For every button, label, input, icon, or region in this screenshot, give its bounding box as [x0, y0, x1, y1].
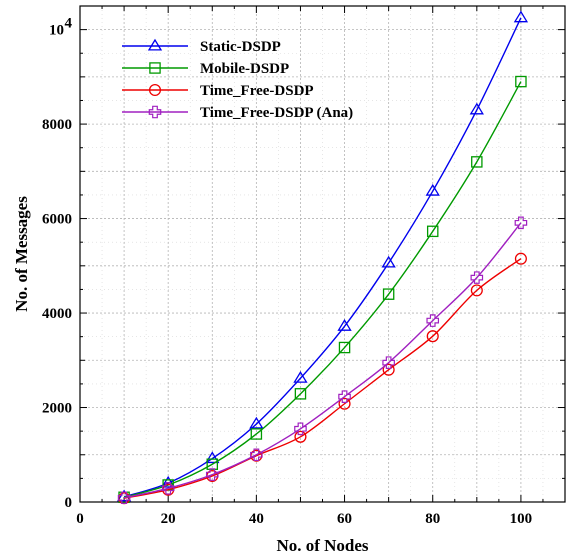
- x-tick-label: 80: [425, 511, 440, 527]
- square-marker: [250, 428, 263, 440]
- triangle-marker: [293, 370, 308, 383]
- triangle-marker: [249, 416, 264, 429]
- legend-label: Static-DSDP: [200, 39, 281, 55]
- plus-marker: [514, 216, 528, 230]
- legend-label: Mobile-DSDP: [200, 61, 289, 77]
- y-tick-label: 4000: [42, 306, 72, 322]
- series-line: [123, 17, 522, 498]
- triangle-marker: [425, 183, 440, 196]
- triangle-marker: [469, 102, 484, 115]
- y-tick-label: 8000: [42, 117, 72, 133]
- triangle-marker: [337, 319, 352, 331]
- x-tick-label: 100: [510, 511, 533, 527]
- plus-marker: [338, 390, 351, 403]
- square-marker: [149, 62, 161, 74]
- plus-marker: [161, 482, 175, 495]
- plus-marker: [470, 271, 484, 284]
- legend-label: Time_Free-DSDP (Ana): [200, 105, 353, 121]
- legend-item: Time_Free-DSDP (Ana): [122, 105, 353, 121]
- series-line: [123, 222, 522, 499]
- circle-marker: [514, 252, 527, 265]
- series-line: [123, 258, 522, 499]
- square-marker: [382, 288, 395, 300]
- legend: Static-DSDP Mobile-DSDP Time_Free-DSDP Time…: [122, 38, 353, 121]
- series-static-dsdp: [116, 10, 529, 502]
- series-line: [123, 81, 522, 498]
- circle-marker: [294, 430, 307, 443]
- circle-marker: [470, 284, 483, 297]
- plus-marker: [426, 314, 440, 327]
- y-tick-label: 0: [65, 495, 73, 511]
- axis-ticks: 0 20 40 60 80 100 0 2000 4000 6000 8000 10 4: [42, 5, 566, 527]
- circle-marker: [382, 363, 395, 376]
- y-axis-title: No. of Messages: [12, 196, 31, 312]
- circle-marker: [148, 83, 162, 97]
- y-tick-label: 10: [49, 23, 64, 39]
- plus-marker: [250, 448, 263, 462]
- triangle-marker: [513, 10, 529, 23]
- y-tick-label: 2000: [42, 401, 72, 417]
- series-time-free-dsdp: [118, 252, 527, 505]
- square-marker: [471, 156, 483, 168]
- legend-item: Time_Free-DSDP: [122, 83, 314, 99]
- legend-item: Mobile-DSDP: [122, 61, 289, 77]
- triangle-marker: [147, 38, 163, 51]
- plus-marker: [294, 422, 307, 436]
- x-tick-label: 0: [76, 511, 84, 527]
- circle-marker: [426, 330, 439, 343]
- square-marker: [515, 75, 527, 88]
- triangle-marker: [381, 255, 396, 268]
- legend-item: Static-DSDP: [122, 38, 281, 55]
- x-tick-label: 40: [249, 511, 264, 527]
- plus-marker: [148, 105, 162, 119]
- triangle-marker: [205, 451, 220, 464]
- x-tick-label: 20: [161, 511, 176, 527]
- plus-marker: [382, 356, 395, 369]
- legend-label: Time_Free-DSDP: [200, 83, 314, 99]
- square-marker: [294, 388, 307, 400]
- triangle-marker: [161, 475, 176, 488]
- x-axis-title: No. of Nodes: [276, 536, 368, 555]
- series-layer: [116, 10, 529, 505]
- circle-marker: [338, 397, 351, 410]
- series-time-free-dsdp-ana-: [117, 216, 528, 505]
- grid: [80, 6, 565, 502]
- series-mobile-dsdp: [118, 75, 527, 504]
- plus-marker: [117, 491, 131, 505]
- y-tick-exponent: 4: [65, 16, 73, 32]
- plus-marker: [205, 468, 219, 481]
- x-tick-label: 60: [337, 511, 352, 527]
- y-tick-label: 6000: [42, 212, 72, 228]
- square-marker: [426, 225, 439, 238]
- square-marker: [338, 341, 351, 354]
